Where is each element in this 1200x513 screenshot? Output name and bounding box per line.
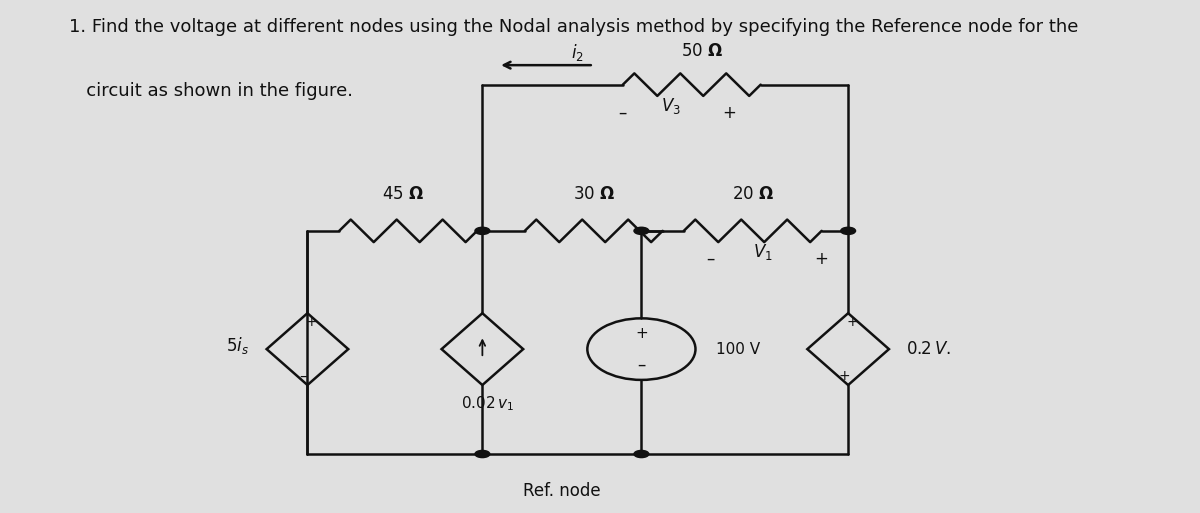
Text: +: +	[838, 369, 850, 383]
Text: 30 $\mathbf{\Omega}$: 30 $\mathbf{\Omega}$	[572, 185, 614, 203]
Text: –: –	[637, 356, 646, 373]
Text: $0.02\,v_1$: $0.02\,v_1$	[461, 394, 515, 413]
Text: +: +	[722, 104, 736, 122]
Text: $V_1$: $V_1$	[754, 243, 773, 262]
Text: $0.2\,V.$: $0.2\,V.$	[906, 340, 952, 358]
Text: Ref. node: Ref. node	[523, 482, 601, 500]
Text: –: –	[299, 368, 307, 383]
Text: circuit as shown in the figure.: circuit as shown in the figure.	[68, 82, 353, 100]
Text: $V_3$: $V_3$	[661, 96, 680, 116]
Text: +: +	[635, 326, 648, 341]
Text: 50 $\mathbf{\Omega}$: 50 $\mathbf{\Omega}$	[682, 42, 724, 60]
Text: +: +	[815, 250, 828, 268]
Text: +: +	[306, 315, 318, 329]
Text: 45 $\mathbf{\Omega}$: 45 $\mathbf{\Omega}$	[382, 185, 424, 203]
Circle shape	[634, 227, 649, 234]
Circle shape	[841, 227, 856, 234]
Circle shape	[475, 227, 490, 234]
Text: +: +	[846, 315, 858, 329]
Text: –: –	[619, 104, 628, 122]
Text: –: –	[706, 250, 714, 268]
Circle shape	[475, 450, 490, 458]
Text: 20 $\mathbf{\Omega}$: 20 $\mathbf{\Omega}$	[732, 185, 774, 203]
Text: 100 V: 100 V	[715, 342, 760, 357]
Text: 1. Find the voltage at different nodes using the Nodal analysis method by specif: 1. Find the voltage at different nodes u…	[68, 18, 1079, 36]
Circle shape	[634, 450, 649, 458]
Text: $i_2$: $i_2$	[571, 42, 584, 63]
Text: $5i_s$: $5i_s$	[226, 334, 250, 356]
